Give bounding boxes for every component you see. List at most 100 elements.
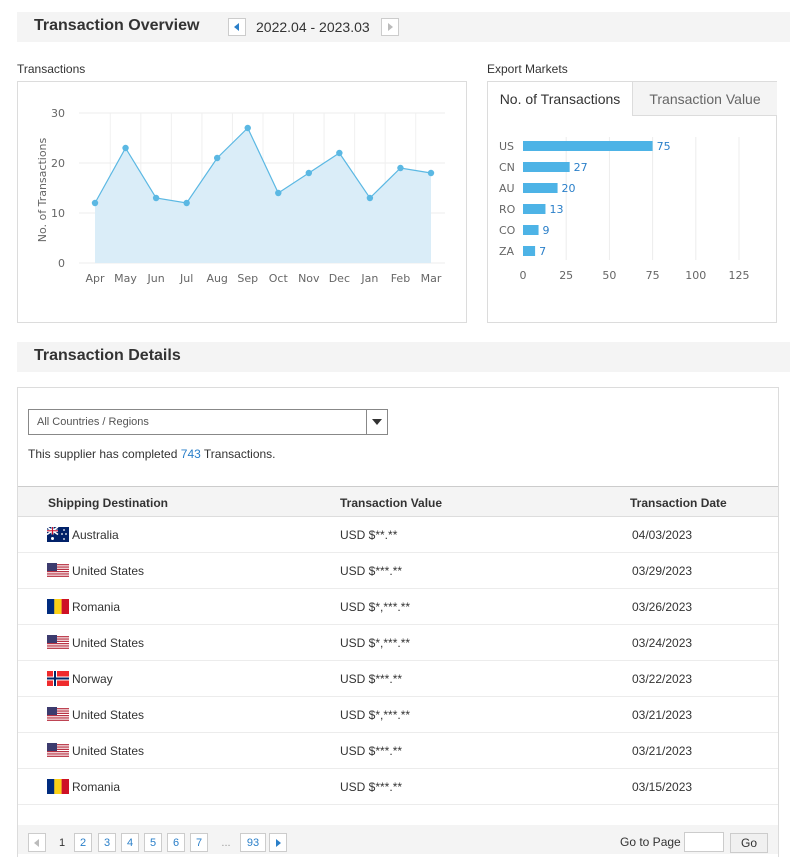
transaction-date: 03/21/2023 — [632, 743, 693, 758]
x-tick-label: May — [114, 272, 137, 285]
caret-left-icon — [234, 23, 239, 31]
country-filter-value: All Countries / Regions — [37, 416, 149, 428]
x-tick-label: Sep — [237, 272, 258, 285]
period-next-button[interactable] — [381, 18, 399, 36]
bar-category-label: CN — [499, 161, 515, 174]
page-button: 1 — [58, 836, 66, 849]
country-filter-select[interactable]: All Countries / Regions — [28, 409, 388, 435]
country-name: United States — [72, 707, 145, 722]
bar-value-label: 13 — [549, 203, 563, 216]
filter-dropdown-button[interactable] — [366, 410, 387, 434]
bar[interactable] — [523, 141, 653, 151]
data-point[interactable] — [122, 144, 129, 152]
data-point[interactable] — [427, 169, 435, 177]
value-cell: USD $***.** — [340, 661, 402, 696]
x-tick-label: Jun — [146, 272, 164, 285]
no-flag-icon — [47, 671, 69, 686]
page-button[interactable]: 4 — [121, 833, 139, 852]
go-button[interactable]: Go — [730, 833, 768, 853]
data-point[interactable] — [244, 124, 251, 132]
bar[interactable] — [523, 204, 546, 214]
col-shipping-destination: Shipping Destination — [48, 496, 168, 510]
x-tick-label: 0 — [520, 269, 527, 282]
table-row: Romania USD $***.** 03/15/2023 — [18, 769, 778, 805]
table-row: United States USD $***.** 03/21/2023 — [18, 733, 778, 769]
x-tick-label: Feb — [391, 272, 410, 285]
export-markets-chart: 0 25 50 75 100 125 US 75 CN 27 AU 20 RO 13 CO 9 ZA 7 — [499, 137, 750, 282]
overview-header — [17, 12, 790, 42]
export-markets-label: Export Markets — [487, 62, 568, 76]
transaction-table-body: Australia USD $**.** 04/03/2023 United Stat… — [18, 517, 778, 805]
transaction-value: USD $*,***.** — [340, 707, 411, 722]
x-tick-label: Jan — [360, 272, 378, 285]
table-row: United States USD $***.** 03/29/2023 — [18, 553, 778, 589]
transactions-chart-panel: 0 10 20 30 Apr May Jun Jul Aug Sep Oct Nov Dec Jan Feb… — [17, 81, 467, 323]
us-flag-icon — [47, 563, 69, 578]
x-tick-label: Jul — [179, 272, 193, 285]
bar[interactable] — [523, 183, 558, 193]
value-cell: USD $*,***.** — [340, 697, 410, 732]
page-button[interactable]: 6 — [167, 833, 185, 852]
summary-prefix: This supplier has completed — [28, 447, 178, 461]
details-panel: All Countries / Regions This supplier ha… — [17, 387, 779, 857]
x-tick-label: 75 — [646, 269, 660, 282]
transaction-value: USD $***.** — [340, 779, 403, 794]
y-tick-label: 10 — [51, 207, 65, 220]
caret-right-icon — [388, 23, 393, 31]
x-tick-label: 25 — [559, 269, 573, 282]
bar-category-label: ZA — [499, 245, 515, 258]
y-tick-label: 0 — [58, 257, 65, 270]
page-next-button[interactable] — [269, 833, 287, 852]
table-row: Romania USD $*,***.** 03/26/2023 — [18, 589, 778, 625]
summary-text: This supplier has completed 743 Transact… — [28, 447, 276, 461]
col-transaction-value: Transaction Value — [340, 496, 443, 510]
transactions-chart: 0 10 20 30 Apr May Jun Jul Aug Sep Oct Nov Dec Jan Feb… — [36, 107, 445, 285]
us-flag-icon — [47, 707, 69, 722]
transaction-value: USD $***.** — [340, 563, 403, 578]
details-title: Transaction Details — [34, 347, 181, 364]
data-point[interactable] — [213, 154, 221, 162]
tab-no-of-transactions[interactable]: No. of Transactions — [499, 91, 621, 107]
pagination-bar: 1 2 3 4 5 6 7... 93 Go to Page Go — [18, 825, 778, 854]
page-button[interactable]: 2 — [74, 833, 92, 852]
data-point[interactable] — [305, 169, 313, 177]
tab-transaction-value[interactable]: Transaction Value — [632, 82, 777, 116]
data-point[interactable] — [275, 189, 282, 197]
page-prev-button[interactable] — [28, 833, 46, 852]
data-point[interactable] — [91, 199, 99, 207]
data-point[interactable] — [366, 194, 374, 202]
page-button[interactable]: 5 — [144, 833, 162, 852]
overview-title: Transaction Overview — [34, 17, 200, 34]
transaction-value: USD $*,***.** — [340, 599, 411, 614]
data-point[interactable] — [397, 164, 404, 172]
period-prev-button[interactable] — [228, 18, 246, 36]
destination-cell: United States — [47, 625, 144, 660]
value-cell: USD $*,***.** — [340, 625, 410, 660]
bar[interactable] — [523, 225, 539, 235]
data-point[interactable] — [183, 199, 190, 207]
x-tick-label: 100 — [685, 269, 706, 282]
transactions-label: Transactions — [17, 62, 86, 76]
transaction-value: USD $*,***.** — [340, 635, 411, 650]
date-cell: 04/03/2023 — [632, 517, 692, 552]
transaction-date: 03/29/2023 — [632, 563, 693, 578]
bar[interactable] — [523, 162, 570, 172]
page-button[interactable]: 7 — [190, 833, 208, 852]
date-cell: 03/26/2023 — [632, 589, 692, 624]
data-point[interactable] — [152, 194, 160, 202]
page-button[interactable]: 93 — [240, 833, 266, 852]
ro-flag-icon — [47, 599, 69, 614]
page-button[interactable]: 3 — [98, 833, 116, 852]
goto-page-input[interactable] — [684, 832, 724, 852]
data-point[interactable] — [336, 149, 343, 157]
table-header: Shipping Destination Transaction Value T… — [18, 486, 778, 517]
bar[interactable] — [523, 246, 536, 256]
transaction-date: 03/26/2023 — [632, 599, 693, 614]
us-flag-icon — [47, 635, 69, 650]
destination-cell: Norway — [47, 661, 113, 696]
chevron-down-icon — [372, 419, 382, 425]
country-name: United States — [72, 743, 145, 758]
x-tick-label: Nov — [298, 272, 320, 285]
table-row: Australia USD $**.** 04/03/2023 — [18, 517, 778, 553]
destination-cell: Romania — [47, 589, 120, 624]
